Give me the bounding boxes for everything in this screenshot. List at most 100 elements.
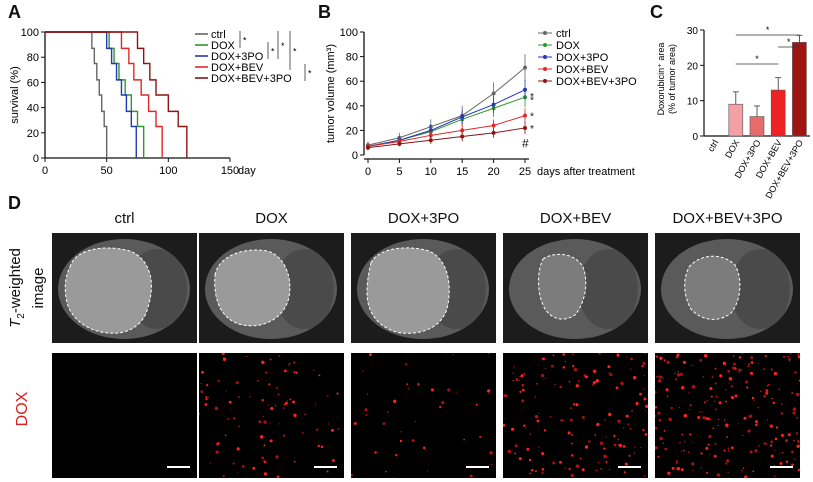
dox-signal-dot	[258, 420, 262, 424]
dox-signal-dot	[623, 471, 626, 474]
dox-signal-dot	[730, 385, 733, 388]
data-point-dox-3po	[491, 102, 496, 107]
dox-signal-dot	[365, 414, 368, 417]
data-point-dox-bev-3po	[397, 141, 402, 146]
dox-signal-dot	[513, 365, 515, 368]
dox-signal-dot	[657, 411, 661, 415]
dox-signal-dot	[750, 356, 754, 360]
dox-signal-dot	[734, 394, 738, 398]
data-point-dox-bev-3po	[523, 125, 527, 130]
dox-signal-dot	[765, 389, 769, 392]
column-title-ctrl: ctrl	[114, 210, 135, 227]
tumor-mass	[367, 247, 450, 334]
tumor-outline	[684, 255, 741, 320]
dox-signal-dot	[564, 467, 566, 469]
dox-signal-dot	[568, 467, 572, 471]
y-tick-label: 80	[27, 52, 39, 64]
dox-signal-dot	[225, 390, 227, 392]
dox-signal-dot	[503, 394, 507, 397]
dox-signal-dot	[643, 388, 645, 390]
dox-signal-dot	[524, 427, 527, 429]
dox-signal-dot	[235, 381, 239, 385]
x-tick-label: 20	[487, 166, 499, 178]
dox-signal-dot	[545, 378, 547, 380]
dox-signal-dot	[452, 354, 454, 356]
y-tick-label: 80	[346, 52, 358, 64]
dox-signal-dot	[625, 414, 629, 418]
dox-signal-dot	[224, 434, 227, 436]
dox-signal-dot	[725, 462, 728, 465]
dox-signal-dot	[469, 474, 473, 478]
dox-background	[199, 353, 344, 478]
dox-signal-dot	[659, 436, 663, 441]
dox-signal-dot	[520, 374, 524, 378]
dox-signal-dot	[633, 452, 636, 454]
dox-signal-dot	[514, 452, 517, 455]
dox-signal-dot	[725, 423, 729, 427]
dox-signal-dot	[286, 400, 289, 402]
dox-signal-dot	[207, 396, 210, 399]
dox-signal-dot	[703, 400, 707, 404]
dox-signal-dot	[608, 412, 612, 417]
dox-signal-dot	[439, 405, 442, 409]
dox-signal-dot	[581, 468, 585, 472]
dox-signal-dot	[374, 451, 377, 454]
y-axis-label: tumor volume (mm³)	[325, 44, 337, 143]
dox-signal-dot	[552, 354, 555, 357]
dox-signal-dot	[600, 468, 602, 470]
dox-signal-dot	[642, 361, 646, 365]
dox-signal-dot	[791, 463, 794, 467]
dox-signal-dot	[722, 361, 727, 366]
dox-image-dox-3po	[351, 353, 496, 478]
brain-hemisphere	[578, 249, 638, 329]
dox-signal-dot	[674, 378, 678, 381]
dox-signal-dot	[447, 388, 451, 392]
dox-signal-dot	[754, 449, 758, 453]
dox-signal-dot	[519, 375, 522, 378]
dox-signal-dot	[264, 371, 268, 374]
dox-signal-dot	[261, 360, 265, 365]
volume-line-dox-bev-3po	[367, 127, 526, 149]
dox-signal-dot	[570, 433, 574, 437]
dox-signal-dot	[573, 368, 578, 372]
dox-signal-dot	[714, 367, 717, 370]
dox-signal-dot	[274, 405, 277, 407]
dox-signal-dot	[655, 426, 658, 430]
data-point-dox-bev	[428, 133, 433, 138]
dox-signal-dot	[795, 459, 797, 461]
y-axis-label: survival (%)	[9, 66, 21, 123]
dox-signal-dot	[617, 419, 621, 423]
dox-signal-dot	[706, 417, 710, 421]
dox-signal-dot	[747, 365, 749, 368]
dox-signal-dot	[738, 370, 741, 373]
tumor-volume-chart: 0 20 40 60 80 100 0 5 10 15 20 25 days after treatme…	[325, 27, 637, 178]
dox-signal-dot	[607, 365, 611, 369]
data-point-dox-bev	[460, 128, 465, 133]
dox-signal-dot	[227, 418, 229, 420]
x-axis-label: days after treatment	[537, 166, 635, 178]
dox-signal-dot	[681, 386, 685, 390]
dox-signal-dot	[689, 433, 692, 436]
dox-signal-dot	[741, 353, 743, 354]
dox-signal-dot	[221, 353, 225, 355]
dox-signal-dot	[666, 360, 670, 364]
dox-signal-dot	[702, 416, 706, 420]
dox-signal-dot	[577, 380, 580, 382]
dox-signal-dot	[630, 428, 632, 430]
dox-signal-dot	[236, 447, 240, 451]
dox-signal-dot	[293, 413, 297, 418]
dox-signal-dot	[661, 353, 664, 355]
dox-signal-dot	[603, 454, 605, 456]
significance-hash: #	[522, 137, 529, 151]
legend-marker-dox-bev	[543, 67, 547, 71]
dox-signal-dot	[595, 379, 600, 383]
dox-signal-dot	[618, 443, 623, 448]
dox-signal-dot	[232, 462, 235, 465]
dox-signal-dot	[774, 437, 778, 441]
dox-signal-dot	[562, 353, 565, 356]
dox-signal-dot	[750, 361, 754, 364]
dox-signal-dot	[217, 379, 220, 383]
dox-signal-dot	[541, 471, 544, 475]
survival-line-dox-3po	[45, 31, 137, 158]
dox-signal-dot	[667, 471, 671, 475]
